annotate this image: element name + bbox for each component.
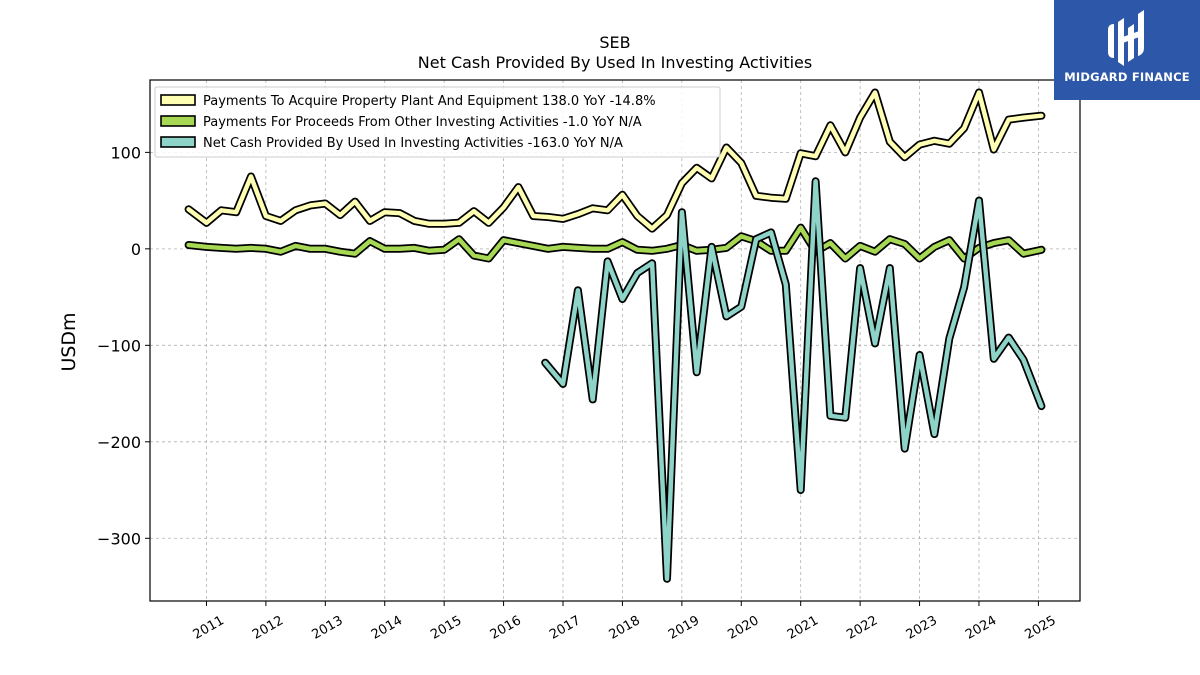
legend-label: Net Cash Provided By Used In Investing A… (203, 136, 623, 151)
chart-subtitle: Net Cash Provided By Used In Investing A… (418, 53, 812, 72)
legend: Payments To Acquire Property Plant And E… (154, 86, 721, 158)
brand-logo: MIDGARD FINANCE (1054, 0, 1200, 100)
legend-label: Payments To Acquire Property Plant And E… (203, 94, 656, 109)
x-tick-label: 2017 (547, 613, 583, 643)
x-tick-label: 2022 (844, 613, 880, 643)
legend-swatch (160, 94, 196, 106)
legend-label: Payments For Proceeds From Other Investi… (203, 115, 642, 130)
series-line (186, 225, 1044, 261)
legend-swatch (160, 136, 196, 148)
x-tick-label: 2023 (904, 613, 940, 643)
y-axis-label: USDm (58, 312, 80, 371)
legend-items: Payments To Acquire Property Plant And E… (160, 94, 656, 151)
x-tick-label: 2014 (369, 613, 405, 643)
brand-name: MIDGARD FINANCE (1064, 70, 1190, 84)
series-line (542, 179, 1044, 582)
x-tick-label: 2020 (725, 613, 761, 643)
y-tick-label: −300 (97, 529, 141, 548)
series-layer (184, 88, 1046, 583)
x-tick-label: 2025 (1023, 613, 1059, 643)
y-tick-label: 0 (131, 240, 141, 259)
x-tick-label: 2016 (488, 613, 524, 643)
x-tick-label: 2012 (250, 613, 286, 643)
series-line (186, 90, 1044, 231)
x-tick-label: 2019 (666, 613, 702, 643)
x-tick-label: 2018 (607, 613, 643, 643)
y-tick-label: 100 (110, 143, 141, 162)
x-tick-label: 2015 (428, 613, 464, 643)
midgard-logo-icon (1108, 10, 1144, 66)
chart-title: SEB (599, 33, 630, 52)
y-tick-label: −200 (97, 433, 141, 452)
x-tick-label: 2013 (309, 613, 345, 643)
x-tick-label: 2021 (785, 613, 821, 643)
x-tick-label: 2011 (191, 613, 227, 643)
grid (150, 80, 1080, 601)
x-tick-label: 2024 (963, 613, 999, 643)
axis-ticks: 100 0 −100 −200 −300 2011 2012 2013 2014 2015 2016… (97, 143, 1059, 642)
plot-area (149, 79, 1081, 602)
legend-swatch (160, 115, 196, 127)
legend-box (154, 86, 721, 158)
y-tick-label: −100 (97, 336, 141, 355)
